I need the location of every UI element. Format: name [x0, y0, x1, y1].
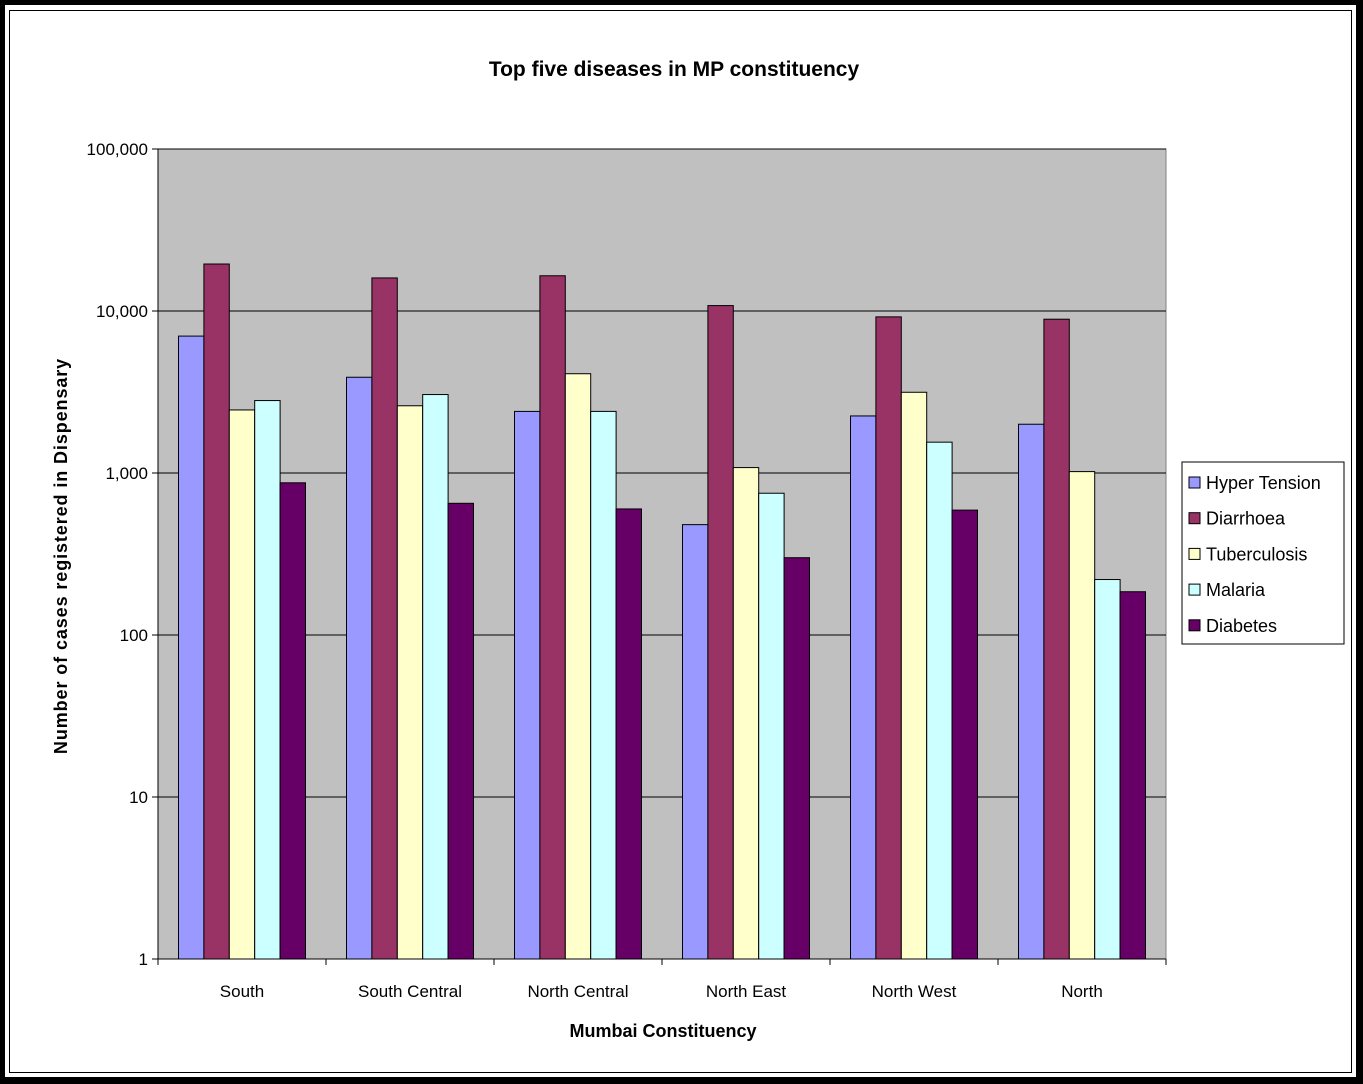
bar-diabetes	[951, 509, 978, 960]
bar-malaria	[254, 400, 281, 960]
y-tick-label: 1,000	[105, 464, 148, 483]
y-tick-label: 100	[120, 626, 148, 645]
legend-swatch	[1188, 619, 1201, 632]
bar-tuberculosis	[1068, 471, 1096, 960]
bar-malaria	[758, 492, 785, 960]
x-tick-label: North	[1061, 982, 1103, 1001]
x-axis-title: Mumbai Constituency	[569, 1021, 756, 1041]
bar-tuberculosis	[732, 467, 760, 960]
bar-hyper-tension	[1018, 423, 1045, 960]
bar-tuberculosis	[396, 405, 424, 960]
x-tick-label: South	[220, 982, 264, 1001]
y-tick-label: 10,000	[96, 302, 148, 321]
bar-hyper-tension	[346, 376, 373, 960]
bar-hyper-tension	[514, 410, 541, 960]
bar-malaria	[422, 394, 449, 960]
bar-malaria	[1094, 579, 1121, 960]
y-tick-label: 10	[129, 788, 148, 807]
chart-title: Top five diseases in MP constituency	[489, 58, 860, 81]
legend: Hyper Tension Diarrhoea Tuberculosis Malari…	[1181, 461, 1345, 645]
legend-swatch	[1188, 547, 1201, 560]
legend-box	[1181, 461, 1345, 645]
bar-tuberculosis	[228, 409, 256, 960]
x-tick-label: South Central	[358, 982, 462, 1001]
x-tick-label: North Central	[527, 982, 628, 1001]
legend-swatch	[1188, 583, 1201, 596]
bar-malaria	[590, 410, 617, 960]
bar-diarrhoea	[707, 305, 734, 960]
legend-label: Tuberculosis	[1206, 544, 1307, 564]
bar-diarrhoea	[1043, 318, 1070, 960]
bar-hyper-tension	[682, 524, 709, 960]
bar-diarrhoea	[371, 277, 398, 960]
bar-tuberculosis	[564, 373, 592, 960]
legend-swatch	[1188, 512, 1201, 525]
legend-swatch	[1188, 476, 1201, 489]
bar-diabetes	[615, 508, 642, 960]
x-tick-label: North East	[706, 982, 787, 1001]
x-tick-label: North West	[872, 982, 957, 1001]
bar-diabetes	[447, 502, 475, 960]
bar-diarrhoea	[875, 316, 902, 960]
bar-hyper-tension	[178, 335, 205, 960]
bar-diabetes	[783, 557, 810, 960]
legend-label: Malaria	[1206, 580, 1266, 600]
plot-background	[157, 148, 1167, 960]
bar-diarrhoea	[203, 263, 230, 960]
y-axis-title: Number of cases registered in Dispensary	[51, 358, 71, 754]
bar-malaria	[926, 441, 953, 960]
plot-area: 1 10 100 1,000 10,000 100,000 South South Centr…	[87, 140, 1167, 1001]
bar-diabetes	[279, 482, 307, 960]
legend-label: Diarrhoea	[1206, 509, 1286, 529]
y-tick-label: 100,000	[87, 140, 148, 159]
legend-label: Diabetes	[1206, 616, 1277, 636]
bar-hyper-tension	[850, 415, 877, 960]
bar-diabetes	[1119, 591, 1146, 960]
bar-diarrhoea	[539, 275, 566, 960]
legend-label: Hyper Tension	[1206, 473, 1321, 493]
bar-tuberculosis	[900, 391, 928, 960]
y-tick-label: 1	[139, 950, 148, 969]
